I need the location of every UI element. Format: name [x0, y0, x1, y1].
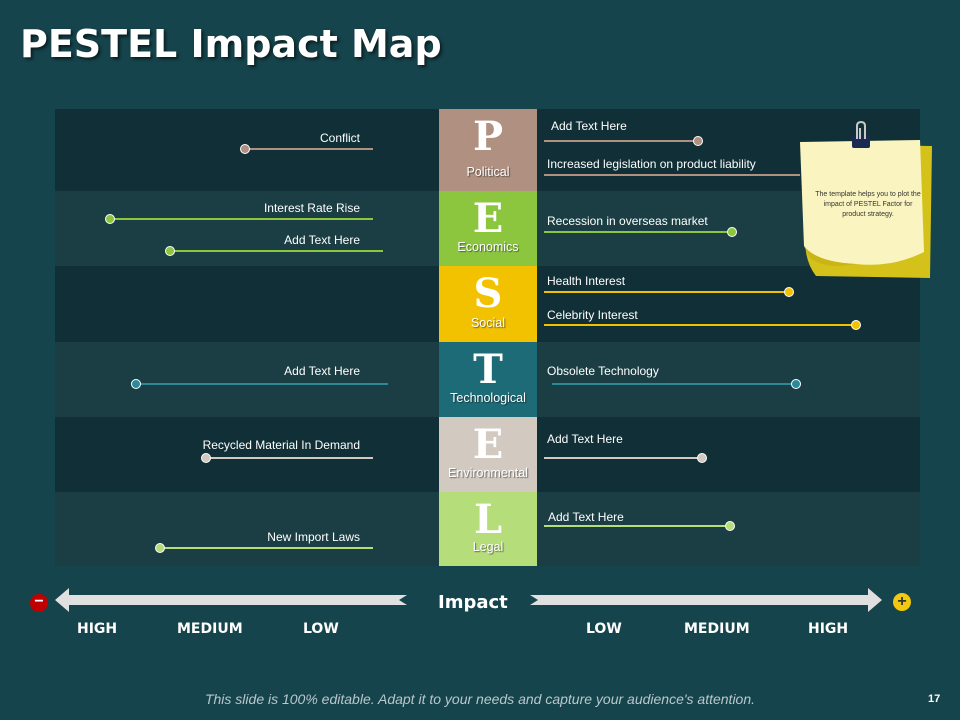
scale-label: LOW — [586, 621, 622, 637]
pestel-box-economics: E Economics — [439, 191, 537, 266]
category-legal: Legal — [472, 540, 504, 554]
factor-marker — [105, 214, 115, 224]
pestel-box-environmental: E Environmental — [439, 417, 537, 492]
category-technological: Technological — [450, 391, 526, 405]
pestel-box-social: S Social — [439, 266, 537, 342]
letter-e: E — [472, 195, 504, 242]
factor-label: Conflict — [319, 131, 360, 145]
factor-marker — [693, 136, 703, 146]
category-social: Social — [470, 316, 506, 330]
category-political: Political — [466, 165, 510, 179]
letter-e: E — [472, 421, 504, 468]
factor-line — [552, 383, 796, 385]
letter-t: T — [473, 346, 503, 393]
factor-line — [544, 140, 698, 142]
factor-marker — [131, 379, 141, 389]
factor-marker — [240, 144, 250, 154]
impact-arrow-right — [530, 588, 882, 612]
impact-axis-label: Impact — [438, 592, 508, 613]
factor-label: Obsolete Technology — [547, 364, 659, 378]
factor-label: Add Text Here — [551, 119, 627, 133]
scale-label: MEDIUM — [177, 621, 243, 637]
slide-title: PESTEL Impact Map — [20, 22, 442, 66]
factor-marker — [851, 320, 861, 330]
pestel-box-technological: T Technological — [439, 342, 537, 417]
pestel-box-political: P Political — [439, 109, 537, 191]
factor-line — [544, 174, 800, 176]
scale-label: HIGH — [77, 621, 118, 637]
factor-marker — [697, 453, 707, 463]
sticky-note — [800, 140, 932, 278]
page-number: 17 — [928, 693, 941, 705]
factor-label: New Import Laws — [267, 530, 360, 544]
factor-marker — [727, 227, 737, 237]
letter-l: L — [473, 496, 503, 543]
paperclip-icon — [852, 121, 870, 148]
factor-marker — [725, 521, 735, 531]
factor-label: Add Text Here — [547, 432, 623, 446]
factor-marker — [155, 543, 165, 553]
plus-icon: + — [893, 593, 911, 611]
factor-label: Interest Rate Rise — [263, 201, 360, 215]
factor-line — [160, 547, 373, 549]
factor-line — [544, 324, 856, 326]
factor-line — [544, 231, 732, 233]
factor-label: Recycled Material In Demand — [202, 438, 360, 452]
factor-label: Add Text Here — [284, 233, 360, 247]
pestel-box-legal: L Legal — [439, 492, 537, 566]
scale-label: LOW — [303, 621, 339, 637]
factor-marker — [791, 379, 801, 389]
factor-line — [110, 218, 373, 220]
factor-label: Add Text Here — [548, 510, 624, 524]
letter-s: S — [473, 270, 503, 317]
footer-text: This slide is 100% editable. Adapt it to… — [204, 691, 756, 707]
factor-line — [206, 457, 373, 459]
factor-label: Increased legislation on product liabili… — [547, 157, 756, 171]
factor-label: Health Interest — [547, 274, 626, 288]
factor-line — [544, 457, 702, 459]
sticky-note-text: The template helps you to plot the impac… — [815, 191, 921, 218]
factor-line — [170, 250, 383, 252]
factor-label: Add Text Here — [284, 364, 360, 378]
factor-line — [544, 291, 789, 293]
factor-line — [245, 148, 373, 150]
category-environmental: Environmental — [448, 466, 528, 480]
factor-line — [544, 525, 730, 527]
factor-label: Recession in overseas market — [547, 214, 708, 228]
scale-label: MEDIUM — [684, 621, 750, 637]
scale-label: HIGH — [808, 621, 849, 637]
factor-marker — [165, 246, 175, 256]
category-economics: Economics — [457, 240, 519, 254]
impact-arrow-left — [55, 588, 407, 612]
factor-marker — [784, 287, 794, 297]
factor-marker — [201, 453, 211, 463]
factor-line — [136, 383, 388, 385]
factor-label: Celebrity Interest — [547, 308, 638, 322]
minus-icon: − — [30, 594, 48, 612]
letter-p: P — [472, 113, 504, 160]
